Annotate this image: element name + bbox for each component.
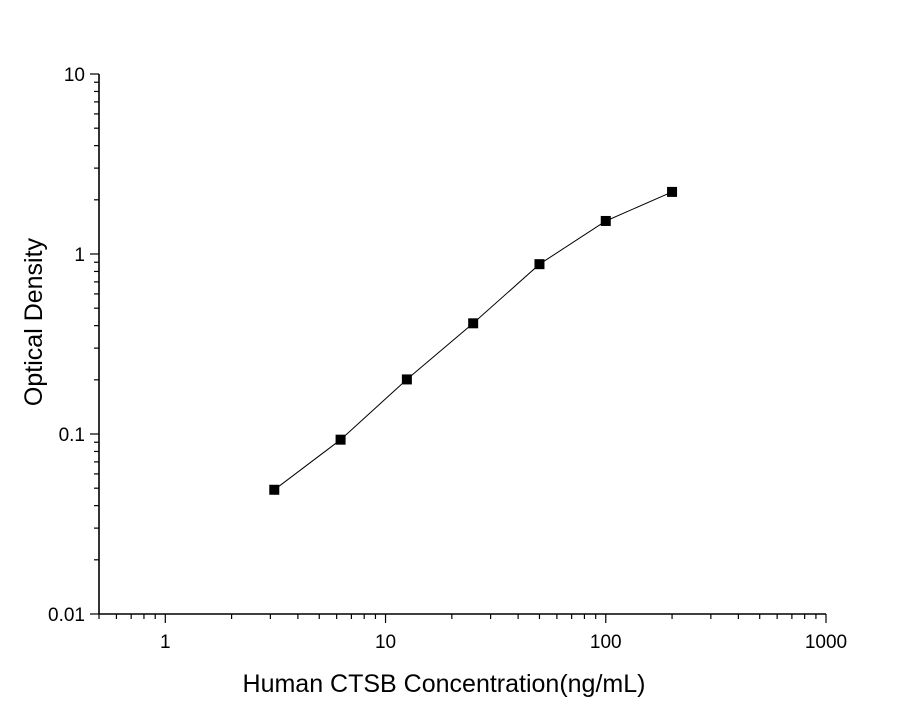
data-point-marker [534, 259, 545, 270]
data-point-marker [667, 186, 678, 197]
axes: 1 10 100 1000 0.01 0.1 1 10 [48, 65, 847, 653]
y-axis-title: Optical Density [20, 237, 48, 406]
data-point-marker [401, 374, 412, 385]
x-tick-label: 1 [160, 632, 171, 653]
y-axis-ticks: 0.01 0.1 1 10 [48, 65, 99, 626]
series-markers [269, 186, 678, 495]
plot-area [269, 186, 678, 495]
x-axis-title: Human CTSB Concentration(ng/mL) [243, 670, 646, 698]
x-tick-label: 10 [375, 632, 396, 653]
y-tick-label: 0.1 [59, 425, 85, 446]
y-tick-label: 0.01 [48, 605, 85, 626]
x-tick-label: 1000 [805, 632, 847, 653]
x-tick-label: 100 [590, 632, 622, 653]
data-point-marker [468, 318, 479, 329]
y-tick-label: 10 [64, 65, 85, 86]
series-line [273, 191, 673, 491]
data-point-marker [335, 434, 346, 445]
data-point-marker [600, 215, 611, 226]
data-point-marker [269, 484, 280, 495]
y-tick-label: 1 [74, 245, 85, 266]
x-axis-ticks: 1 10 100 1000 [98, 614, 847, 653]
